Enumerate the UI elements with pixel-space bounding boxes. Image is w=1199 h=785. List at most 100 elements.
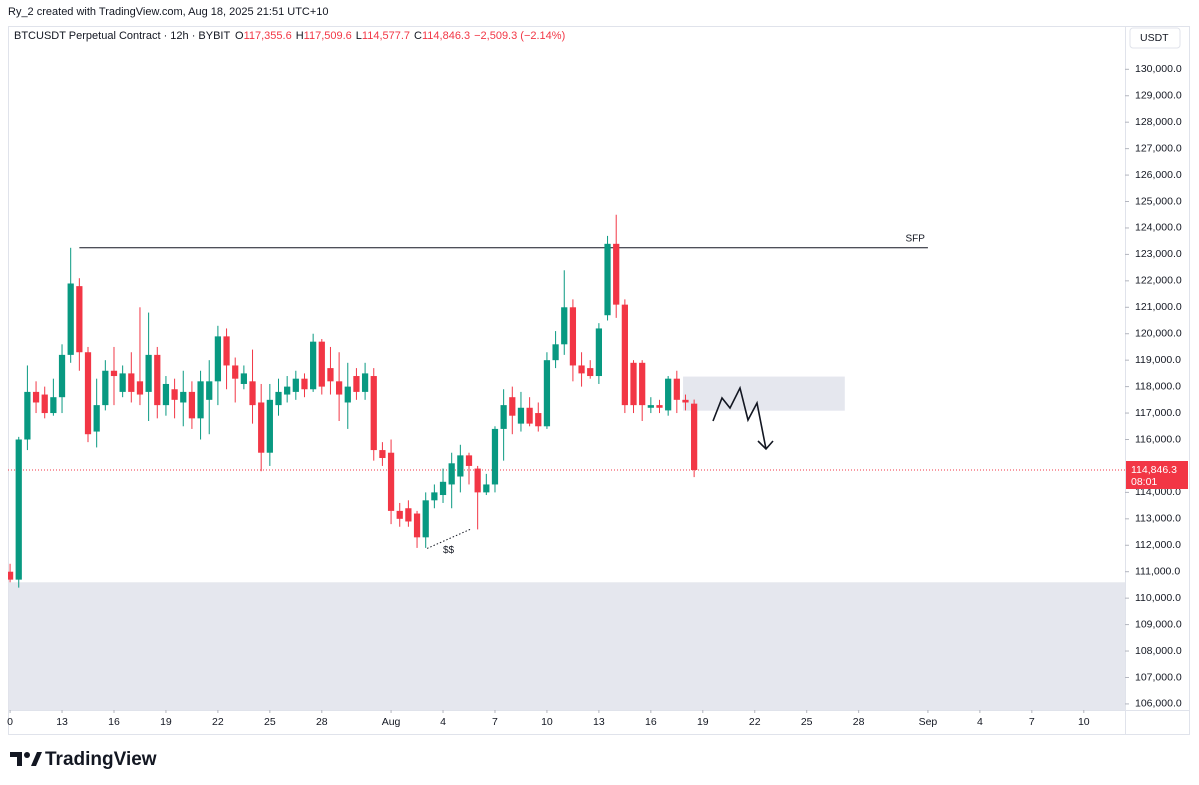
candle-body: [630, 362, 637, 406]
candle-body: [613, 243, 620, 305]
sweep-line: [426, 528, 471, 549]
candle-body: [526, 407, 533, 424]
candle-body: [561, 307, 568, 345]
candle-body: [344, 386, 351, 403]
y-tick-label: 129,000.0: [1135, 90, 1182, 102]
candle-body: [50, 397, 57, 414]
x-tick-label: 25: [264, 716, 276, 728]
zone: [8, 582, 1125, 710]
candle-body: [413, 513, 421, 538]
candle-body: [145, 354, 152, 392]
y-tick-label: 127,000.0: [1135, 142, 1182, 154]
candle-body: [327, 368, 334, 382]
candle-body: [24, 391, 31, 440]
y-tick-label: 107,000.0: [1135, 671, 1182, 683]
y-tick-label: 109,000.0: [1135, 618, 1182, 630]
legend-change: −2,509.3 (−2.14%): [474, 30, 565, 42]
level-label: SFP: [905, 233, 925, 244]
legend: BTCUSDT Perpetual Contract · 12h · BYBIT…: [14, 30, 565, 42]
legend-key: C: [414, 30, 422, 42]
y-tick-label: 106,000.0: [1135, 698, 1182, 710]
candle-body: [578, 365, 585, 374]
candle-body: [154, 354, 161, 406]
brand: TradingView: [45, 749, 157, 770]
candle-body: [543, 360, 551, 427]
candle-body: [223, 336, 230, 366]
x-tick-label: 16: [645, 716, 657, 728]
candle-body: [491, 428, 499, 485]
candle-body: [197, 381, 204, 419]
x-tick-label: 19: [160, 716, 172, 728]
legend-value: 114,577.7: [362, 30, 410, 42]
candle-body: [370, 376, 377, 451]
x-tick-label: 28: [853, 716, 865, 728]
y-tick-label: 118,000.0: [1135, 380, 1181, 392]
y-tick-label: 130,000.0: [1135, 63, 1182, 75]
candle-body: [41, 394, 48, 414]
y-tick-label: 125,000.0: [1135, 195, 1182, 207]
candle-body: [119, 373, 126, 392]
y-tick-label: 117,000.0: [1135, 407, 1181, 419]
x-tick-label: 28: [316, 716, 328, 728]
candle-body: [240, 373, 247, 384]
projection-arrowhead: [757, 440, 774, 451]
y-tick-label: 113,000.0: [1135, 513, 1181, 525]
candle-body: [517, 407, 525, 424]
countdown: 08:01: [1131, 476, 1157, 488]
brand-logo: [10, 752, 42, 766]
candle-body: [310, 341, 317, 390]
candle-body: [396, 510, 403, 519]
y-tick-label: 116,000.0: [1135, 433, 1181, 445]
x-tick-label: 4: [440, 716, 446, 728]
y-tick-label: 114,000.0: [1135, 486, 1181, 498]
y-tick-label: 110,000.0: [1135, 592, 1181, 604]
candle-body: [457, 455, 464, 477]
x-tick-label: 4: [977, 716, 983, 728]
candle-body: [595, 328, 603, 377]
y-tick-label: 126,000.0: [1135, 169, 1182, 181]
candle-body: [673, 378, 680, 400]
attribution: Ry_2 created with TradingView.com, Aug 1…: [8, 6, 329, 18]
candle-body: [102, 370, 109, 406]
x-tick-label: Sep: [919, 716, 938, 728]
last-price-label: 114,846.3: [1131, 464, 1177, 476]
frame: [8, 26, 1190, 735]
x-tick-label: 22: [749, 716, 761, 728]
candle-body: [379, 450, 386, 459]
candle-body: [8, 571, 14, 580]
candle-body: [604, 243, 611, 316]
candle-body: [249, 381, 256, 406]
candle-body: [387, 452, 395, 511]
candle-body: [535, 413, 542, 427]
x-tick-label: 16: [108, 716, 120, 728]
currency-box[interactable]: [1129, 27, 1181, 49]
candle-body: [431, 492, 438, 501]
zone: [683, 376, 845, 411]
candle-body: [15, 439, 22, 580]
y-tick-label: 108,000.0: [1135, 645, 1182, 657]
x-tick-label: 0: [7, 716, 13, 728]
y-tick-label: 124,000.0: [1135, 222, 1182, 234]
candle-body: [32, 391, 40, 403]
candle-body: [162, 383, 170, 406]
axes: 106,000.0 107,000.0 108,000.0 109,000.0 110,…: [7, 63, 1188, 728]
projection-drawing: [712, 385, 767, 450]
candle-body: [509, 397, 516, 416]
x-tick-label: 25: [801, 716, 813, 728]
legend-value: 117,509.6: [304, 30, 352, 42]
candle-body: [569, 307, 577, 366]
candle-body: [500, 405, 507, 429]
candle-body: [292, 378, 299, 392]
sweep-label: $$: [443, 545, 455, 556]
candle-body: [682, 399, 689, 403]
candle-body: [110, 370, 118, 377]
legend-key: H: [296, 30, 304, 42]
candle-body: [301, 378, 308, 390]
candle-body: [67, 283, 74, 355]
candle-body: [552, 344, 559, 361]
candle-body: [76, 286, 83, 353]
candle-body: [232, 365, 239, 379]
x-tick-label: 13: [56, 716, 68, 728]
candle-body: [639, 362, 646, 406]
